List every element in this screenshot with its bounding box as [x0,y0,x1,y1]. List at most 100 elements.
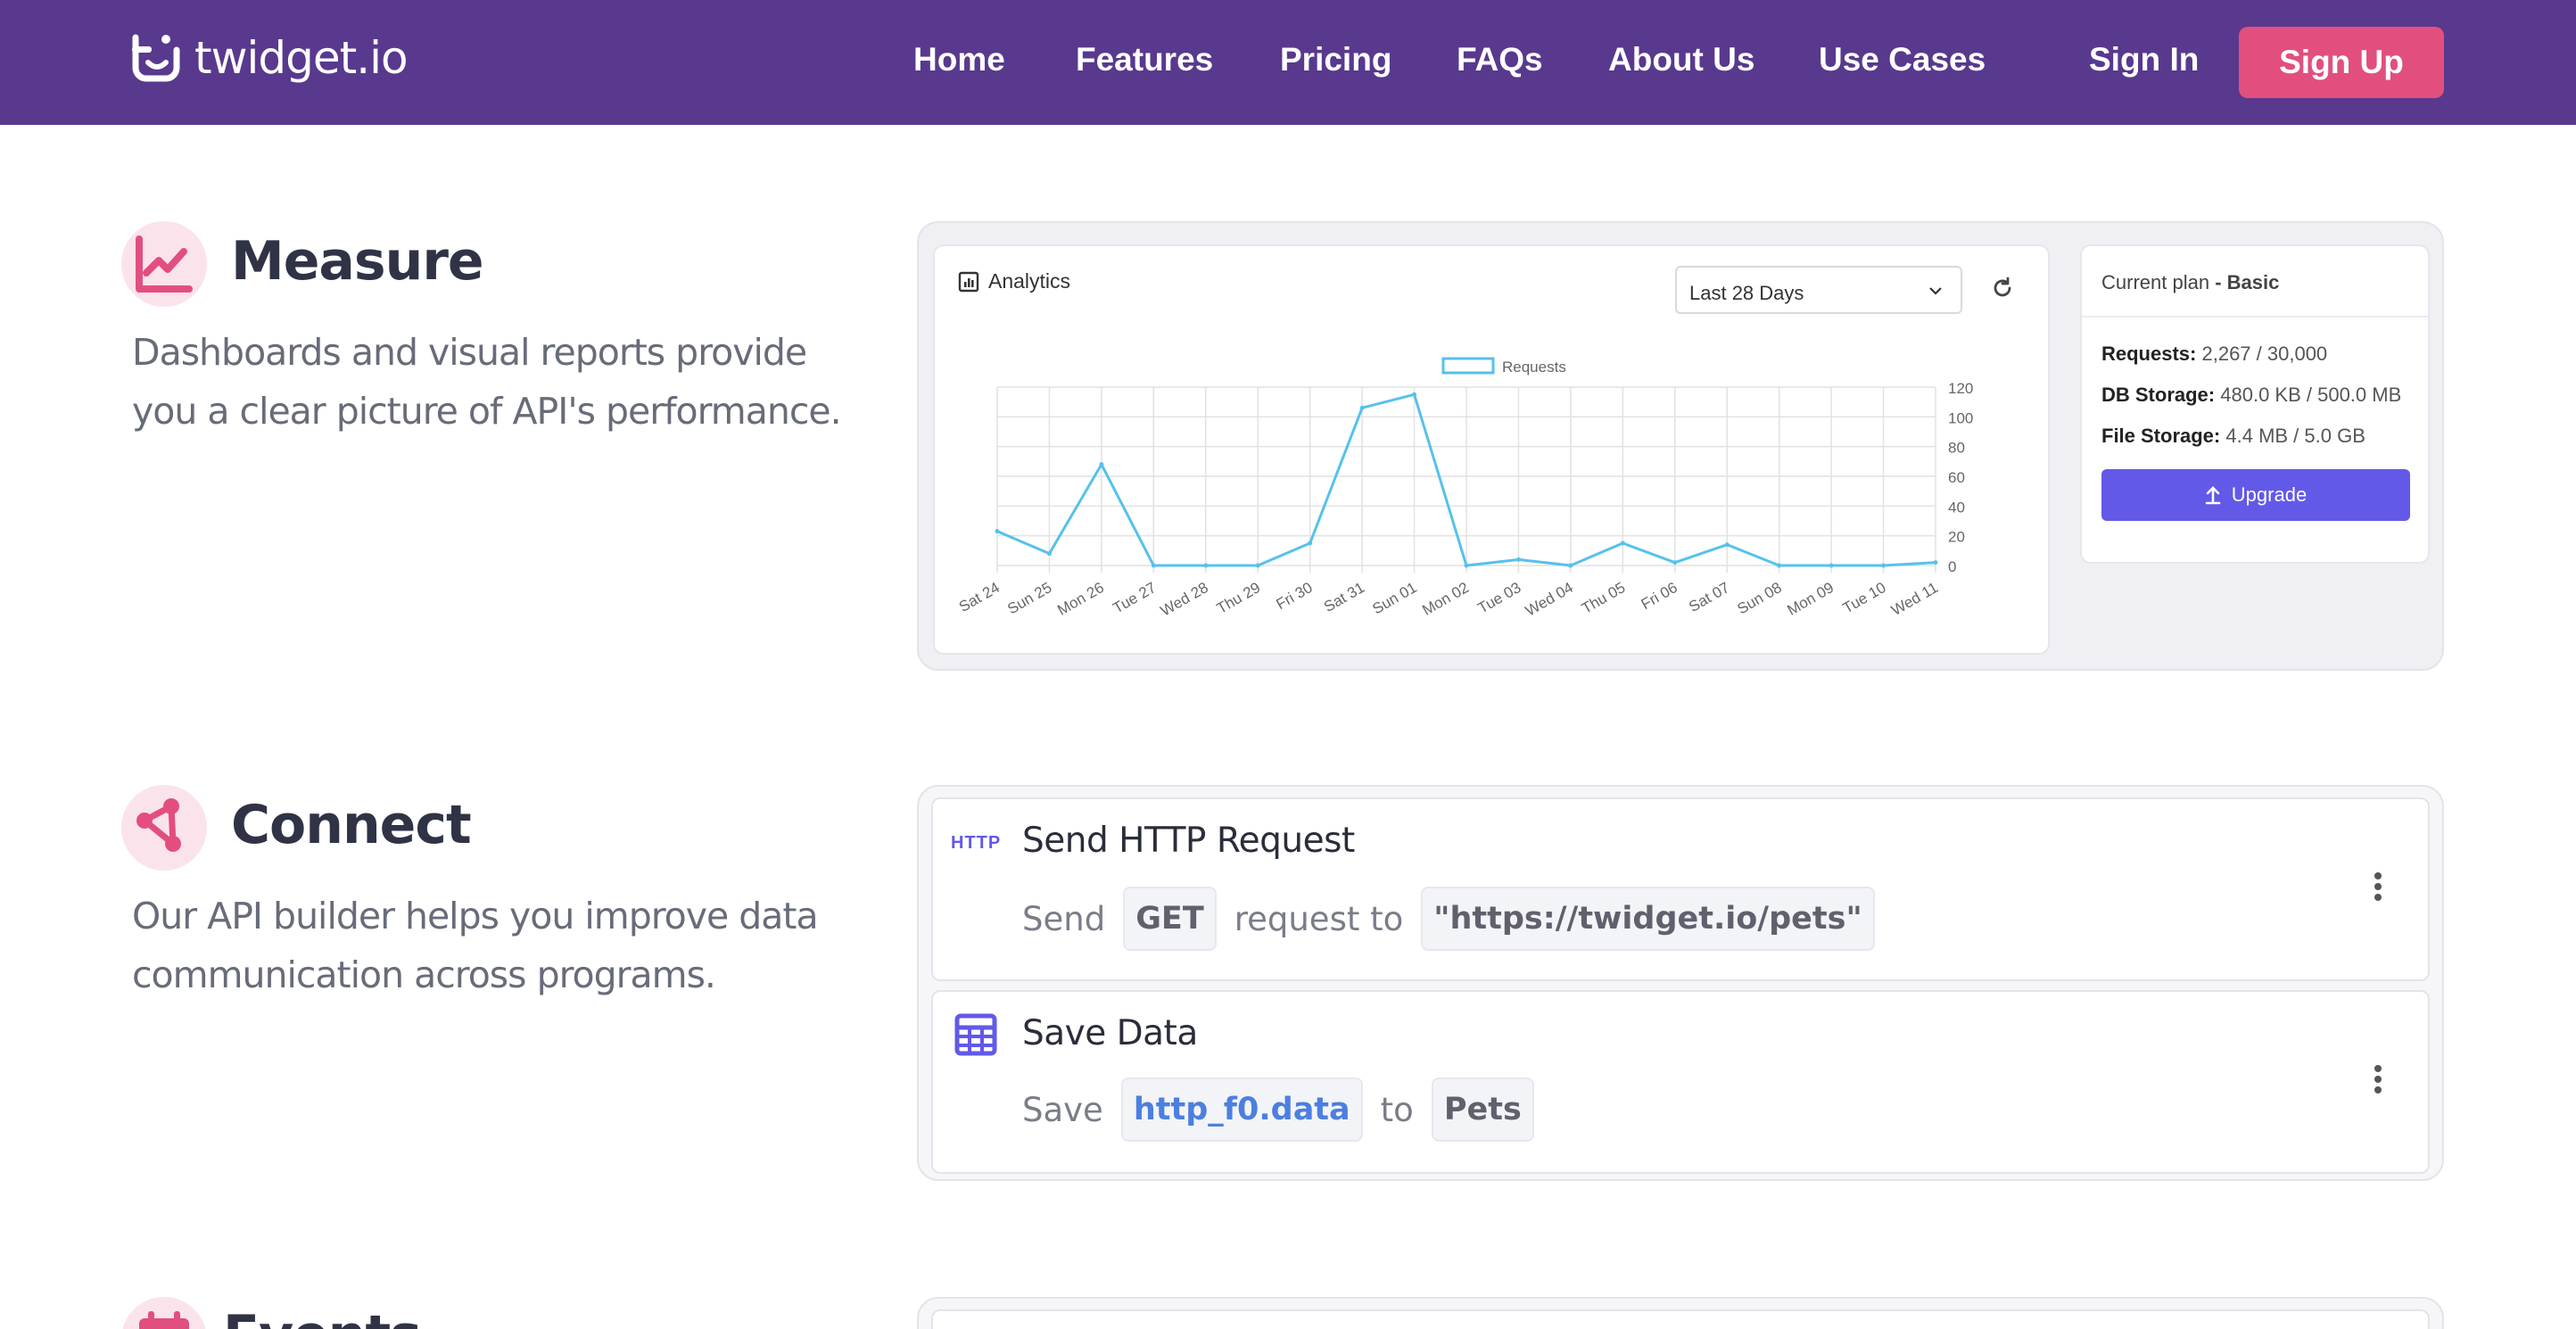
x-tick-label: Mon 02 [1419,579,1472,619]
source-chip[interactable]: http_f0.data [1120,1077,1363,1142]
upgrade-button[interactable]: Upgrade [2101,469,2410,521]
requests-value: 2,267 / 30,000 [2201,343,2328,365]
file-storage-usage: File Storage: 4.4 MB / 5.0 GB [2101,425,2365,448]
data-point [1412,392,1417,397]
nav-features[interactable]: Features [1076,41,1214,78]
nav-faqs[interactable]: FAQs [1457,41,1543,78]
data-point [1046,551,1052,557]
date-range-value: Last 28 Days [1689,282,1804,304]
x-tick-label: Mon 26 [1054,579,1107,619]
data-point [1881,563,1887,568]
calendar-icon [121,1297,207,1329]
upload-arrow-icon [2205,486,2221,505]
save-step-config: Save http_f0.data to Pets [1022,1077,1534,1142]
file-storage-label: File Storage: [2101,425,2221,447]
events-panel [917,1297,2444,1329]
http-step-config: Send GET request to "https://twidget.io/… [1022,887,1875,951]
x-tick-label: Tue 10 [1840,579,1889,617]
data-point [1255,563,1260,568]
http-method-chip[interactable]: GET [1123,887,1217,951]
refresh-icon[interactable] [1990,276,2015,301]
x-tick-label: Sat 24 [956,579,1003,615]
y-tick-label: 80 [1948,440,1965,457]
to-word: to [1380,1090,1414,1129]
data-point [1568,563,1573,568]
x-tick-label: Fri 30 [1274,579,1316,613]
y-tick-label: 120 [1948,380,1973,397]
bar-chart-icon [958,271,979,292]
more-options-icon[interactable] [2374,869,2383,904]
y-tick-label: 20 [1948,529,1965,546]
target-chip[interactable]: Pets [1431,1077,1534,1142]
http-step-title: Send HTTP Request [1022,821,1355,861]
chart-line-icon [121,221,207,307]
x-tick-label: Thu 29 [1214,579,1263,617]
http-url-chip[interactable]: "https://twidget.io/pets" [1421,887,1875,951]
nav-about-us[interactable]: About Us [1608,41,1755,78]
y-tick-label: 60 [1948,469,1965,486]
http-badge: HTTP [951,833,1002,853]
more-options-icon[interactable] [2374,1061,2383,1097]
twidget-logo-icon [132,34,180,82]
nav-pricing[interactable]: Pricing [1280,41,1392,78]
data-point [1203,563,1209,568]
network-icon [121,785,207,871]
requests-label: Requests: [2101,343,2197,365]
sign-up-button[interactable]: Sign Up [2239,27,2444,98]
y-tick-label: 100 [1948,409,1973,426]
data-point [1308,541,1313,546]
x-tick-label: Sat 31 [1321,579,1367,615]
data-point [1359,405,1365,410]
events-card [931,1309,2430,1329]
nav-home[interactable]: Home [913,41,1005,78]
analytics-card: Analytics Last 28 Days 0 20 40 60 80 100 120 Sa… [933,244,2050,655]
connect-title: Connect [231,794,472,856]
measure-description: Dashboards and visual reports provide yo… [132,331,842,433]
request-to-word: request to [1234,899,1404,938]
api-builder-panel: HTTP Send HTTP Request Send GET request … [917,785,2444,1181]
current-plan-name: - Basic [2215,271,2280,293]
save-word: Save [1022,1090,1103,1129]
measure-title: Measure [231,230,484,293]
analytics-header: Analytics [958,269,1070,293]
x-tick-label: Sun 08 [1734,579,1784,617]
data-point [1724,542,1730,548]
x-tick-label: Fri 06 [1639,579,1680,613]
date-range-select[interactable]: Last 28 Days [1675,266,1962,314]
http-request-step[interactable]: HTTP Send HTTP Request Send GET request … [931,797,2430,981]
data-point [1933,560,1938,565]
table-grid-icon [954,1013,997,1056]
x-tick-label: Wed 11 [1888,579,1941,619]
upgrade-label: Upgrade [2231,483,2308,506]
sign-in-link[interactable]: Sign In [2089,41,2200,78]
db-storage-usage: DB Storage: 480.0 KB / 500.0 MB [2101,384,2401,407]
data-point [1464,563,1469,568]
data-point [995,529,1000,534]
legend-label: Requests [1502,359,1566,376]
y-tick-label: 40 [1948,499,1965,516]
events-title: Events [223,1304,422,1329]
x-tick-label: Wed 04 [1523,579,1576,620]
x-tick-label: Wed 28 [1158,579,1211,620]
data-point [1099,462,1104,467]
db-storage-label: DB Storage: [2101,384,2216,406]
legend-swatch [1441,357,1495,375]
top-navbar: twidget.io Home Features Pricing FAQs Ab… [0,0,2576,125]
chevron-down-icon [1929,287,1942,295]
x-tick-label: Thu 05 [1579,579,1628,617]
save-step-title: Save Data [1022,1013,1198,1053]
data-point [1151,563,1156,568]
connect-description: Our API builder helps you improve data c… [132,895,819,996]
x-tick-label: Sat 07 [1686,579,1732,615]
file-storage-value: 4.4 MB / 5.0 GB [2225,425,2365,447]
data-point [1829,563,1834,568]
brand-logo[interactable]: twidget.io [130,32,409,84]
x-tick-label: Mon 09 [1785,579,1837,619]
brand-name: twidget.io [194,32,409,84]
data-point [1620,541,1625,546]
save-data-step[interactable]: Save Data Save http_f0.data to Pets [931,990,2430,1174]
x-tick-label: Tue 03 [1475,579,1524,617]
analytics-title: Analytics [988,269,1071,293]
nav-use-cases[interactable]: Use Cases [1819,41,1986,78]
